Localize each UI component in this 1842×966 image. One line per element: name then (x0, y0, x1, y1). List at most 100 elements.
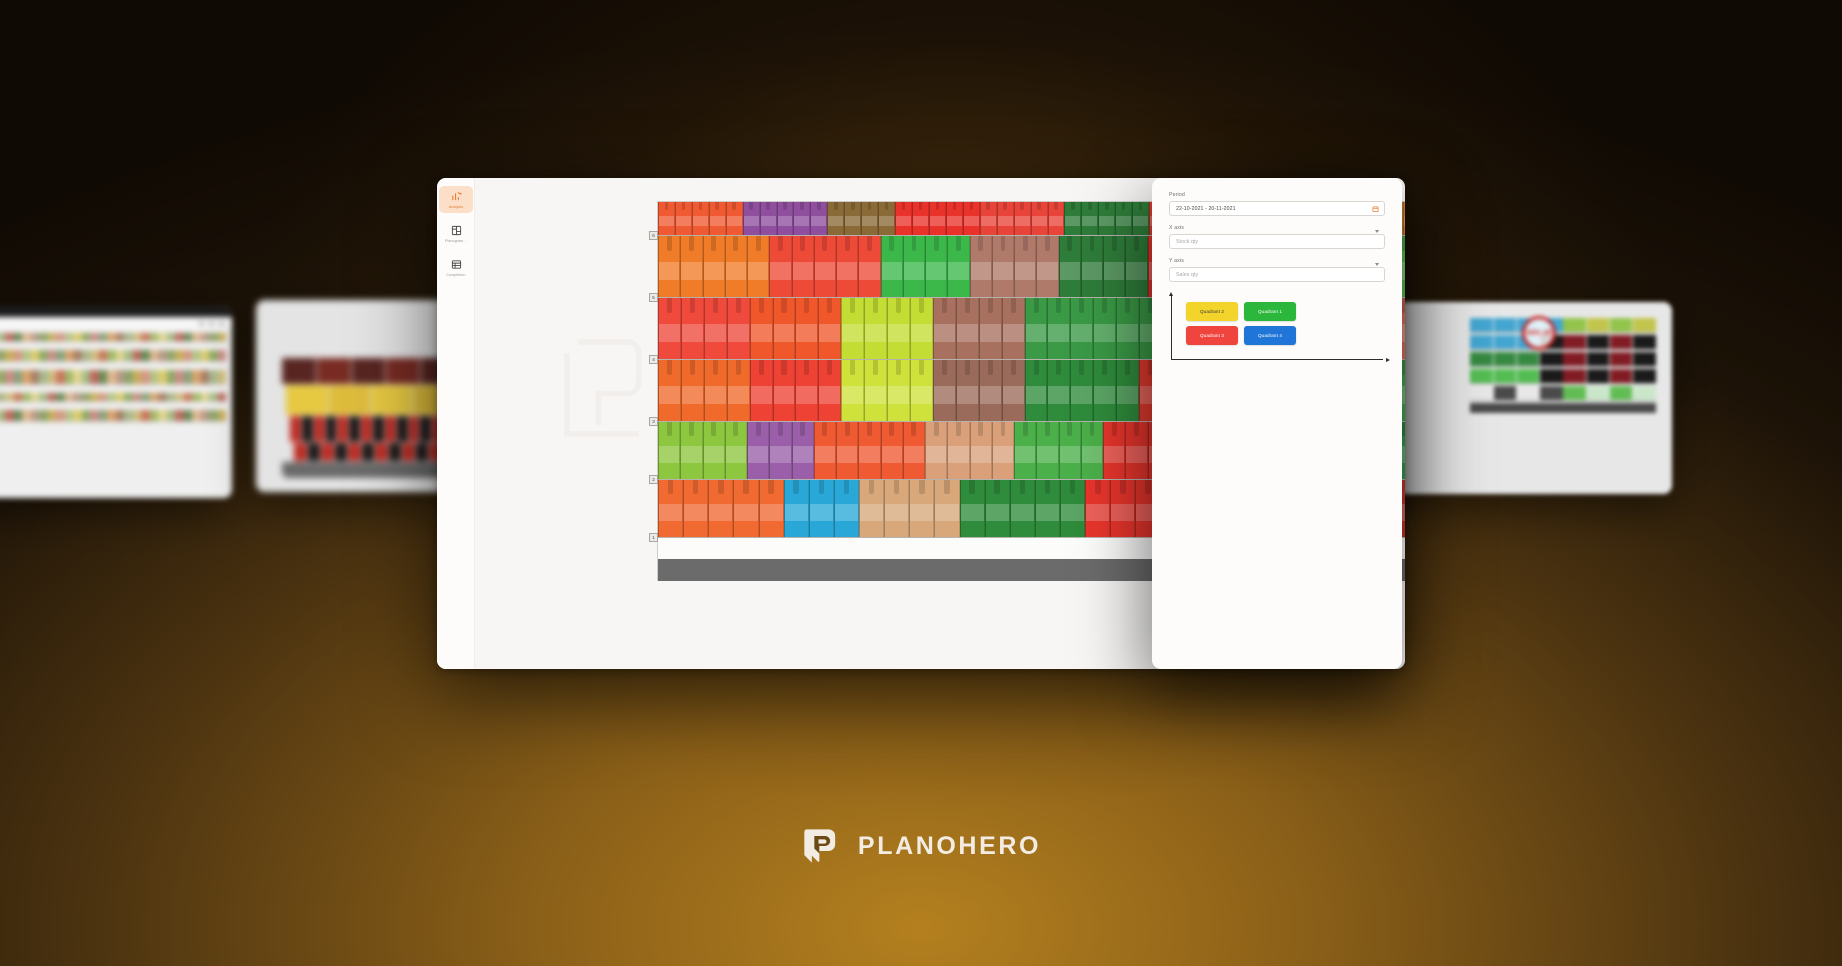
product-facing[interactable] (1014, 422, 1037, 479)
product-facing[interactable] (1403, 202, 1405, 235)
product-facing[interactable] (808, 480, 834, 537)
quadrant-button-1[interactable]: Quadrant 2 (1186, 302, 1238, 321)
product-facing-group[interactable] (827, 202, 896, 235)
product-facing[interactable] (769, 236, 792, 297)
product-facing[interactable] (1103, 236, 1126, 297)
sidebar-item-completion[interactable]: Completion (439, 254, 473, 281)
product-facing[interactable] (910, 360, 933, 421)
product-facing[interactable] (772, 298, 796, 359)
product-facing[interactable] (1034, 480, 1061, 537)
product-facing[interactable] (1093, 360, 1117, 421)
planogram-shelf-window[interactable] (0, 306, 232, 498)
product-facing-group[interactable] (749, 298, 842, 359)
product-facing[interactable] (791, 422, 814, 479)
product-facing[interactable] (1085, 480, 1111, 537)
product-facing[interactable] (962, 202, 980, 235)
product-facing[interactable] (932, 298, 956, 359)
product-facing[interactable] (1103, 422, 1126, 479)
product-facing[interactable] (724, 422, 748, 479)
product-facing[interactable] (1014, 236, 1037, 297)
product-facing[interactable] (769, 422, 792, 479)
product-facing[interactable] (726, 360, 750, 421)
product-facing[interactable] (932, 360, 956, 421)
product-facing[interactable] (912, 202, 929, 235)
product-facing-group[interactable] (1024, 298, 1162, 359)
product-facing[interactable] (928, 202, 946, 235)
product-facing[interactable] (1001, 298, 1025, 359)
product-facing[interactable] (1036, 236, 1059, 297)
product-facing[interactable] (969, 422, 992, 479)
quadrant-button-3[interactable]: Quadrant 3 (1186, 326, 1238, 345)
product-facing[interactable] (979, 202, 997, 235)
product-facing[interactable] (818, 360, 842, 421)
product-facing[interactable] (691, 202, 709, 235)
product-facing[interactable] (934, 480, 960, 537)
product-facing[interactable] (708, 202, 726, 235)
product-facing[interactable] (969, 236, 992, 297)
product-facing[interactable] (813, 236, 837, 297)
product-facing[interactable] (791, 236, 814, 297)
product-facing[interactable] (742, 202, 760, 235)
product-facing-group[interactable] (841, 360, 933, 421)
shelf-3d-window[interactable] (256, 300, 460, 492)
product-facing[interactable] (1047, 202, 1065, 235)
product-facing[interactable] (818, 298, 842, 359)
product-facing[interactable] (758, 480, 784, 537)
product-facing[interactable] (703, 360, 727, 421)
product-facing[interactable] (1080, 422, 1104, 479)
product-facing[interactable] (978, 360, 1002, 421)
product-facing-group[interactable] (658, 480, 784, 537)
product-facing[interactable] (864, 298, 888, 359)
product-facing[interactable] (878, 202, 896, 235)
product-facing[interactable] (759, 202, 777, 235)
product-facing[interactable] (674, 202, 692, 235)
product-facing[interactable] (680, 236, 703, 297)
product-facing[interactable] (708, 480, 734, 537)
product-facing-group[interactable] (813, 422, 926, 479)
product-facing[interactable] (978, 298, 1002, 359)
product-facing[interactable] (783, 480, 809, 537)
product-facing-group[interactable] (749, 360, 842, 421)
product-facing[interactable] (887, 360, 910, 421)
product-facing-group[interactable] (925, 422, 1015, 479)
product-facing[interactable] (1115, 202, 1133, 235)
product-facing[interactable] (991, 236, 1015, 297)
product-facing[interactable] (749, 298, 773, 359)
product-facing[interactable] (1098, 202, 1116, 235)
product-facing[interactable] (955, 360, 979, 421)
product-facing[interactable] (1060, 480, 1086, 537)
product-facing[interactable] (910, 298, 933, 359)
product-facing[interactable] (795, 360, 819, 421)
product-facing[interactable] (813, 422, 837, 479)
product-facing[interactable] (880, 236, 903, 297)
product-facing[interactable] (945, 202, 963, 235)
product-facing[interactable] (703, 298, 727, 359)
product-facing-group[interactable] (880, 236, 970, 297)
product-facing[interactable] (683, 480, 709, 537)
product-facing[interactable] (793, 202, 811, 235)
product-facing[interactable] (1125, 236, 1148, 297)
product-facing[interactable] (833, 480, 860, 537)
product-facing[interactable] (861, 202, 879, 235)
product-facing[interactable] (724, 236, 747, 297)
quadrant-button-4[interactable]: Quadrant 4 (1244, 326, 1296, 345)
product-facing[interactable] (858, 422, 881, 479)
product-facing-group[interactable] (979, 202, 1065, 235)
product-facing[interactable] (1116, 360, 1140, 421)
product-facing[interactable] (1009, 480, 1035, 537)
product-facing-group[interactable] (959, 480, 1086, 537)
product-facing-group[interactable] (932, 360, 1025, 421)
product-facing[interactable] (658, 360, 681, 421)
product-facing[interactable] (902, 236, 926, 297)
product-facing[interactable] (1064, 202, 1082, 235)
product-facing-group[interactable] (1014, 422, 1104, 479)
product-facing-group[interactable] (658, 202, 743, 235)
product-facing-group[interactable] (783, 480, 860, 537)
product-facing-group[interactable] (658, 422, 748, 479)
product-facing[interactable] (895, 202, 913, 235)
product-facing[interactable] (1001, 360, 1025, 421)
product-facing-group[interactable] (658, 298, 750, 359)
product-facing[interactable] (680, 422, 703, 479)
product-facing[interactable] (984, 480, 1010, 537)
product-facing-group[interactable] (841, 298, 933, 359)
